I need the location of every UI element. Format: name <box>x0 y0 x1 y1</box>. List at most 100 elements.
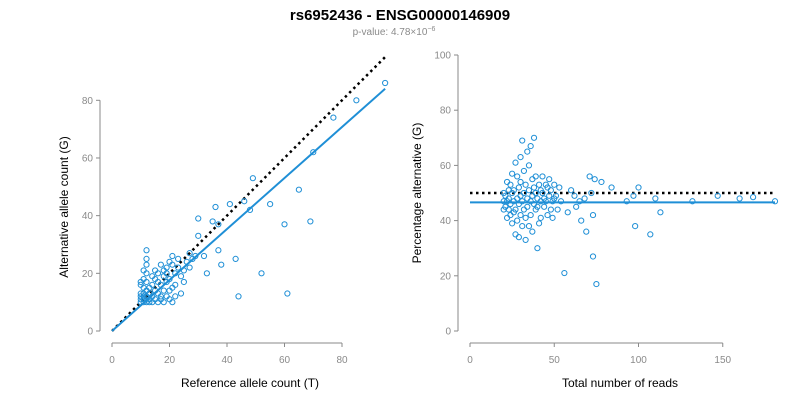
x-tick-label: 50 <box>549 355 561 366</box>
data-point <box>505 206 512 213</box>
data-point <box>652 195 659 202</box>
data-point <box>166 287 173 294</box>
chart-title: rs6952436 - ENSG00000146909 <box>290 7 510 24</box>
data-point <box>517 211 524 219</box>
x-axis-title: Reference allele count (T) <box>181 376 319 390</box>
data-point <box>583 228 590 235</box>
data-point <box>169 252 176 260</box>
fit-line <box>111 88 386 332</box>
data-point <box>180 267 187 274</box>
data-point <box>547 206 554 213</box>
data-point <box>529 228 536 235</box>
data-point <box>539 173 546 180</box>
data-point <box>137 281 144 288</box>
data-point <box>520 206 528 213</box>
data-point <box>172 293 179 300</box>
data-point <box>535 220 543 227</box>
data-point <box>532 173 539 180</box>
data-point <box>771 198 779 205</box>
data-point <box>284 290 291 297</box>
data-point <box>541 203 548 210</box>
data-point <box>522 181 529 188</box>
data-point <box>534 195 541 202</box>
data-point <box>517 154 524 161</box>
data-point <box>525 187 533 194</box>
x-tick-label: 80 <box>336 355 348 366</box>
data-point <box>525 162 533 169</box>
data-point <box>152 267 159 274</box>
x-tick-label: 0 <box>109 355 115 366</box>
y-tick-label: 60 <box>440 161 452 172</box>
data-point <box>632 223 639 230</box>
data-point <box>137 278 144 286</box>
data-point <box>215 221 222 228</box>
data-point <box>591 176 598 183</box>
data-point <box>589 211 597 219</box>
data-point <box>500 198 507 205</box>
data-point <box>736 195 743 202</box>
data-point <box>556 184 563 191</box>
data-point <box>163 293 170 300</box>
data-point <box>146 299 153 306</box>
y-tick-label: 0 <box>445 327 451 338</box>
data-point <box>529 192 536 199</box>
data-point <box>534 245 541 252</box>
data-point <box>515 184 522 191</box>
data-point <box>586 173 593 180</box>
y-tick-label: 60 <box>82 153 94 164</box>
y-axis-title: Alternative allele count (G) <box>57 136 71 277</box>
data-point <box>519 223 526 230</box>
data-point <box>143 261 150 268</box>
y-tick-label: 80 <box>440 106 452 117</box>
data-point <box>564 209 571 216</box>
data-point <box>573 203 580 210</box>
x-tick-label: 150 <box>714 355 731 366</box>
data-point <box>578 217 585 224</box>
y-tick-label: 40 <box>440 216 452 227</box>
data-point <box>554 206 561 213</box>
data-point <box>524 195 531 202</box>
data-point <box>519 137 526 144</box>
data-point <box>530 134 538 141</box>
data-point <box>143 247 150 254</box>
y-tick-label: 40 <box>82 211 94 222</box>
data-point <box>635 184 642 191</box>
data-point <box>598 178 605 186</box>
data-point <box>177 290 185 297</box>
data-point <box>527 211 534 219</box>
data-point <box>143 255 150 263</box>
data-point <box>589 253 597 260</box>
data-point <box>330 114 337 121</box>
data-point <box>532 206 539 213</box>
left-panel-scatter: 0 20 40 60 80 0 20 40 60 80 Reference allele count… <box>57 56 389 390</box>
data-point <box>241 198 248 205</box>
data-point <box>537 187 544 194</box>
data-point <box>514 173 521 180</box>
data-point <box>140 267 147 274</box>
data-point <box>544 211 551 219</box>
data-point <box>623 198 630 205</box>
data-point <box>535 181 543 188</box>
data-point <box>218 261 225 268</box>
data-point <box>281 221 288 228</box>
data-point <box>500 189 507 197</box>
data-point <box>249 175 256 182</box>
data-point <box>246 206 254 213</box>
data-point <box>515 234 522 241</box>
data-point <box>608 184 615 191</box>
data-point <box>514 217 521 224</box>
data-point <box>517 192 524 199</box>
data-point <box>137 299 144 306</box>
x-tick-label: 60 <box>279 355 291 366</box>
right-panel-scatter: 0 50 100 150 0 20 40 60 80 100 Total number of rea… <box>410 51 779 390</box>
x-tick-label: 40 <box>221 355 233 366</box>
data-point <box>175 255 182 263</box>
data-point <box>353 97 360 104</box>
data-point <box>551 181 558 188</box>
data-point <box>515 200 522 208</box>
data-point <box>657 209 664 216</box>
data-point <box>137 296 144 303</box>
data-point <box>500 206 507 213</box>
data-point <box>529 176 536 183</box>
data-point <box>160 287 167 294</box>
